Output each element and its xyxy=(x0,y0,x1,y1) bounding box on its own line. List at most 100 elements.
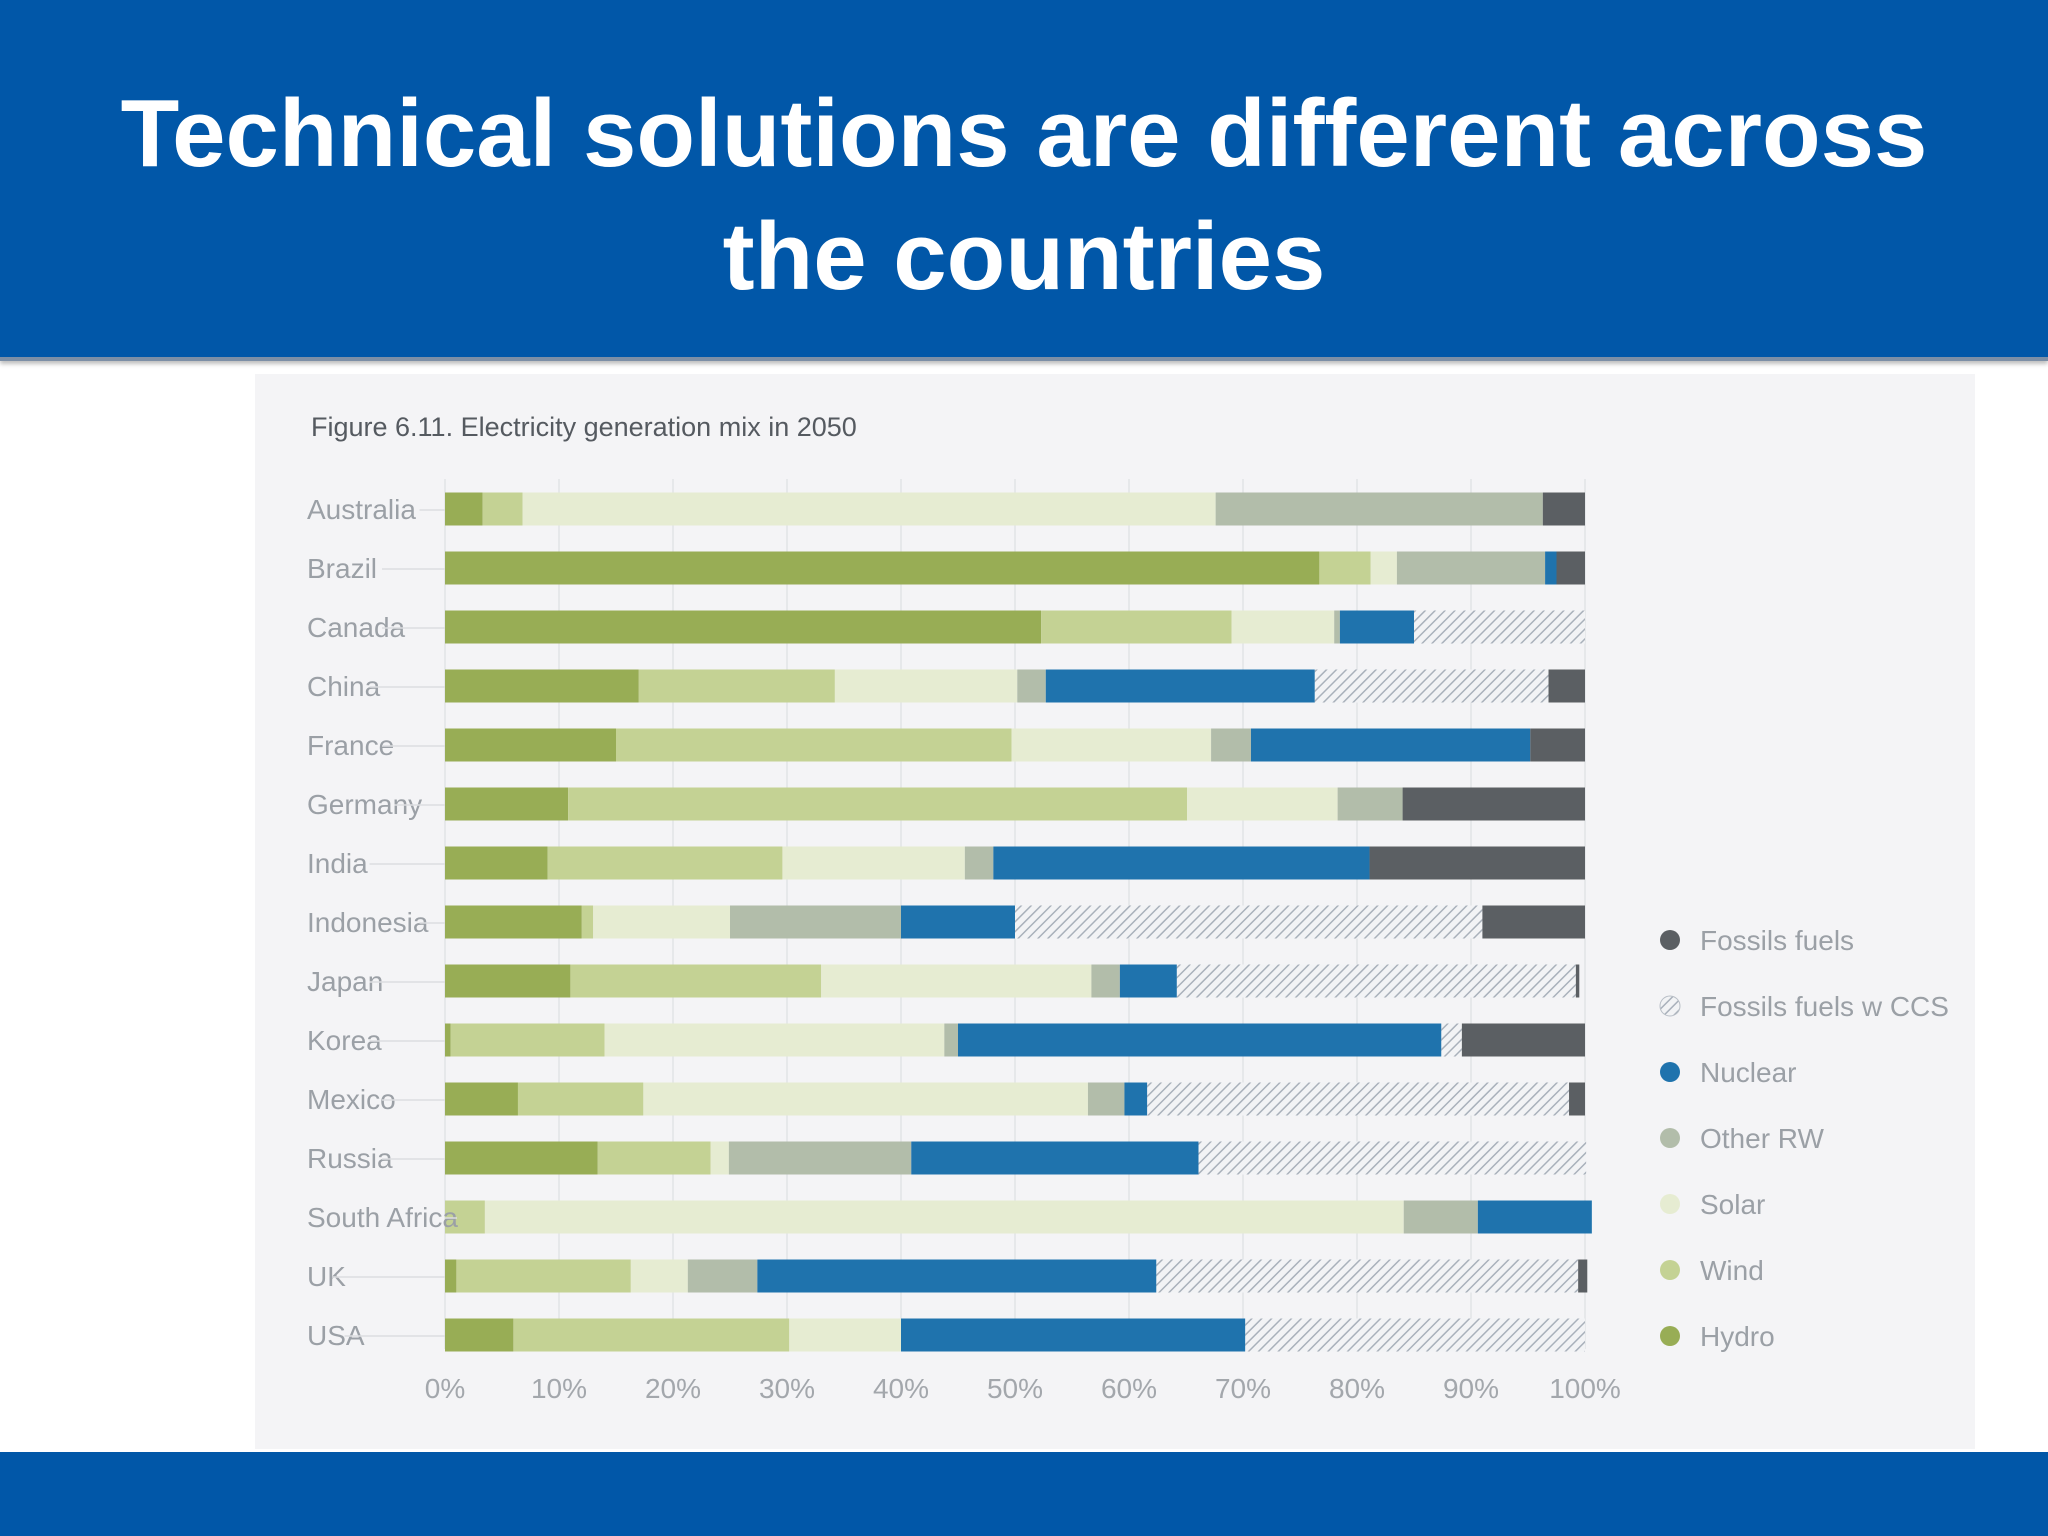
category-label-south-africa: South Africa xyxy=(307,1202,458,1233)
bar-indonesia-fossils-fuels-w-ccs xyxy=(1015,905,1483,939)
category-label-indonesia: Indonesia xyxy=(307,907,429,938)
bar-uk-fossils-fuels-w-ccs xyxy=(1156,1259,1579,1293)
bar-indonesia-other-rw xyxy=(730,905,901,939)
legend-label: Other RW xyxy=(1700,1123,1825,1154)
bar-japan-fossils-fuels-w-ccs xyxy=(1176,964,1576,998)
bar-germany-other-rw xyxy=(1337,787,1403,821)
bar-japan-nuclear xyxy=(1119,964,1177,998)
bar-uk-solar xyxy=(630,1259,688,1293)
bar-germany-wind xyxy=(568,787,1188,821)
x-tick-label: 30% xyxy=(759,1373,815,1404)
bar-china-other-rw xyxy=(1017,669,1046,703)
bar-indonesia-solar xyxy=(593,905,730,939)
bar-india-wind xyxy=(547,846,783,880)
bar-uk-hydro xyxy=(445,1259,457,1293)
legend-swatch xyxy=(1660,930,1680,950)
legend-swatch xyxy=(1659,995,1681,1017)
bar-china-nuclear xyxy=(1045,669,1315,703)
bar-usa-fossils-fuels-w-ccs xyxy=(1245,1318,1585,1352)
category-label-india: India xyxy=(307,848,368,879)
bar-russia-wind xyxy=(597,1141,711,1175)
bar-korea-fossils-fuels-w-ccs xyxy=(1441,1023,1462,1057)
bar-mexico-nuclear xyxy=(1124,1082,1148,1116)
legend-item-fossils-fuels: Fossils fuels xyxy=(1660,925,1854,956)
bar-australia-wind xyxy=(482,492,523,526)
category-label-australia: Australia xyxy=(307,494,416,525)
bar-south-africa-other-rw xyxy=(1403,1200,1478,1234)
legend-item-fossils-fuels-w-ccs: Fossils fuels w CCS xyxy=(1659,991,1949,1022)
bar-japan-solar xyxy=(821,964,1092,998)
bar-indonesia-wind xyxy=(581,905,594,939)
bars xyxy=(445,492,1592,1352)
bar-australia-other-rw xyxy=(1215,492,1543,526)
bar-japan-hydro xyxy=(445,964,571,998)
category-label-mexico: Mexico xyxy=(307,1084,396,1115)
slide-title-line-1: Technical solutions are different across xyxy=(120,80,1928,187)
legend-item-hydro: Hydro xyxy=(1660,1321,1775,1352)
x-tick-label: 80% xyxy=(1329,1373,1385,1404)
bar-india-hydro xyxy=(445,846,548,880)
bar-brazil-solar xyxy=(1370,551,1397,585)
bar-australia-hydro xyxy=(445,492,483,526)
legend-swatch xyxy=(1660,1326,1680,1346)
bar-usa-solar xyxy=(789,1318,901,1352)
bar-uk-nuclear xyxy=(757,1259,1157,1293)
x-tick-label: 70% xyxy=(1215,1373,1271,1404)
legend-swatch xyxy=(1660,1062,1680,1082)
bar-china-fossils-fuels xyxy=(1548,669,1585,703)
legend-label: Hydro xyxy=(1700,1321,1775,1352)
bar-indonesia-fossils-fuels xyxy=(1482,905,1585,939)
stacked-bar-chart: Figure 6.11. Electricity generation mix … xyxy=(307,412,1949,1404)
bar-south-africa-nuclear xyxy=(1477,1200,1592,1234)
bar-korea-other-rw xyxy=(944,1023,958,1057)
bar-uk-other-rw xyxy=(687,1259,758,1293)
bar-canada-wind xyxy=(1041,610,1232,644)
slide-footer xyxy=(0,1452,2048,1536)
bar-india-solar xyxy=(782,846,965,880)
bar-india-nuclear xyxy=(993,846,1370,880)
x-tick-label: 20% xyxy=(645,1373,701,1404)
x-axis-tick-labels: 0% 10% 20% 30% 40% 50% 60% 70% 80% 90% 100% xyxy=(425,1373,1621,1404)
bar-france-fossils-fuels xyxy=(1530,728,1585,762)
slide-header: Technical solutions are different across… xyxy=(0,0,2048,361)
bar-australia-fossils-fuels xyxy=(1542,492,1585,526)
legend-swatch xyxy=(1660,1128,1680,1148)
legend-label: Fossils fuels xyxy=(1700,925,1854,956)
x-tick-label: 40% xyxy=(873,1373,929,1404)
legend-swatch xyxy=(1660,1260,1680,1280)
legend: Fossils fuels Fossils fuels w CCS Nuclear O… xyxy=(1659,925,1949,1352)
bar-russia-hydro xyxy=(445,1141,598,1175)
bar-germany-fossils-fuels xyxy=(1402,787,1585,821)
bar-brazil-fossils-fuels xyxy=(1556,551,1585,585)
bar-usa-nuclear xyxy=(901,1318,1246,1352)
slide-title: Technical solutions are different across… xyxy=(30,72,2018,318)
bar-korea-hydro xyxy=(445,1023,451,1057)
x-tick-label: 0% xyxy=(425,1373,465,1404)
bar-france-wind xyxy=(616,728,1012,762)
legend-item-other-rw: Other RW xyxy=(1660,1123,1825,1154)
legend-item-wind: Wind xyxy=(1660,1255,1764,1286)
bar-south-africa-solar xyxy=(484,1200,1404,1234)
bar-india-fossils-fuels xyxy=(1369,846,1585,880)
bar-indonesia-nuclear xyxy=(901,905,1015,939)
legend-label: Wind xyxy=(1700,1255,1764,1286)
x-tick-label: 100% xyxy=(1549,1373,1621,1404)
bar-china-solar xyxy=(834,669,1018,703)
bar-russia-fossils-fuels-w-ccs xyxy=(1198,1141,1587,1175)
legend-label: Fossils fuels w CCS xyxy=(1700,991,1949,1022)
bar-south-africa-wind xyxy=(445,1200,485,1234)
bar-korea-wind xyxy=(450,1023,605,1057)
slide-title-line-2: the countries xyxy=(722,203,1326,310)
bar-mexico-fossils-fuels-w-ccs xyxy=(1147,1082,1570,1116)
bar-brazil-hydro xyxy=(445,551,1320,585)
bar-japan-fossils-fuels xyxy=(1575,964,1580,998)
bar-korea-nuclear xyxy=(958,1023,1442,1057)
bar-germany-solar xyxy=(1187,787,1338,821)
bar-canada-nuclear xyxy=(1339,610,1414,644)
bar-canada-hydro xyxy=(445,610,1042,644)
bar-uk-wind xyxy=(456,1259,631,1293)
category-labels: AustraliaBrazilCanadaChinaFranceGermanyI… xyxy=(307,494,458,1351)
bar-mexico-wind xyxy=(517,1082,644,1116)
bar-usa-wind xyxy=(513,1318,790,1352)
figure-panel: Figure 6.11. Electricity generation mix … xyxy=(255,374,1975,1449)
